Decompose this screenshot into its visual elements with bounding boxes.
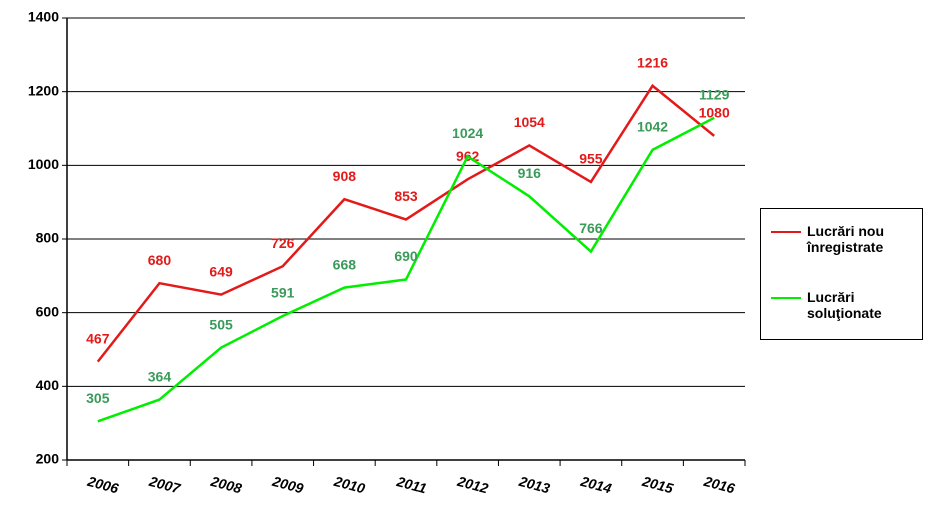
data-label: 1024 (452, 125, 483, 141)
data-label: 908 (333, 168, 357, 184)
x-tick-label: 2010 (332, 473, 367, 497)
data-label: 649 (209, 263, 233, 279)
x-tick-label: 2013 (516, 473, 551, 497)
data-label: 1129 (699, 87, 730, 103)
y-tick-label: 200 (36, 451, 60, 467)
legend-item: Lucrări nou înregistrate (771, 223, 917, 255)
legend-swatch (771, 297, 801, 299)
data-label: 467 (86, 330, 110, 346)
y-tick-label: 600 (36, 303, 60, 319)
data-label: 955 (579, 151, 603, 167)
data-label: 916 (518, 165, 542, 181)
data-label: 766 (579, 220, 603, 236)
y-tick-label: 400 (36, 377, 60, 393)
x-tick-label: 2008 (208, 473, 243, 497)
data-label: 680 (148, 252, 172, 268)
data-label: 305 (86, 390, 110, 406)
x-tick-label: 2007 (147, 473, 183, 497)
data-label: 853 (394, 188, 418, 204)
x-tick-label: 2009 (270, 473, 305, 497)
data-label: 690 (394, 248, 418, 264)
x-tick-label: 2011 (394, 473, 428, 497)
series-line (96, 83, 715, 363)
x-tick-label: 2014 (578, 473, 613, 497)
y-tick-label: 1200 (28, 82, 59, 98)
x-tick-label: 2015 (640, 473, 675, 497)
x-tick-label: 2006 (85, 473, 120, 497)
data-label: 505 (209, 316, 233, 332)
x-tick-label: 2016 (701, 473, 736, 497)
y-tick-label: 800 (36, 230, 60, 246)
legend-label: Lucrări soluţionate (807, 289, 882, 321)
legend-swatch (771, 231, 801, 233)
y-tick-label: 1400 (28, 9, 59, 25)
legend-label: Lucrări nou înregistrate (807, 223, 885, 255)
series-line (97, 116, 715, 423)
data-label: 1042 (637, 119, 668, 135)
data-label: 1216 (637, 54, 668, 70)
data-label: 364 (148, 368, 172, 384)
y-tick-label: 1000 (28, 156, 59, 172)
legend-item: Lucrări soluţionate (771, 289, 917, 321)
data-label: 1054 (514, 114, 545, 130)
data-label: 1080 (699, 105, 730, 121)
data-label: 591 (271, 285, 295, 301)
data-label: 668 (333, 256, 357, 272)
legend: Lucrări nou înregistrate Lucrări soluţion… (760, 208, 923, 340)
x-tick-label: 2012 (455, 473, 490, 497)
data-label: 726 (271, 235, 295, 251)
